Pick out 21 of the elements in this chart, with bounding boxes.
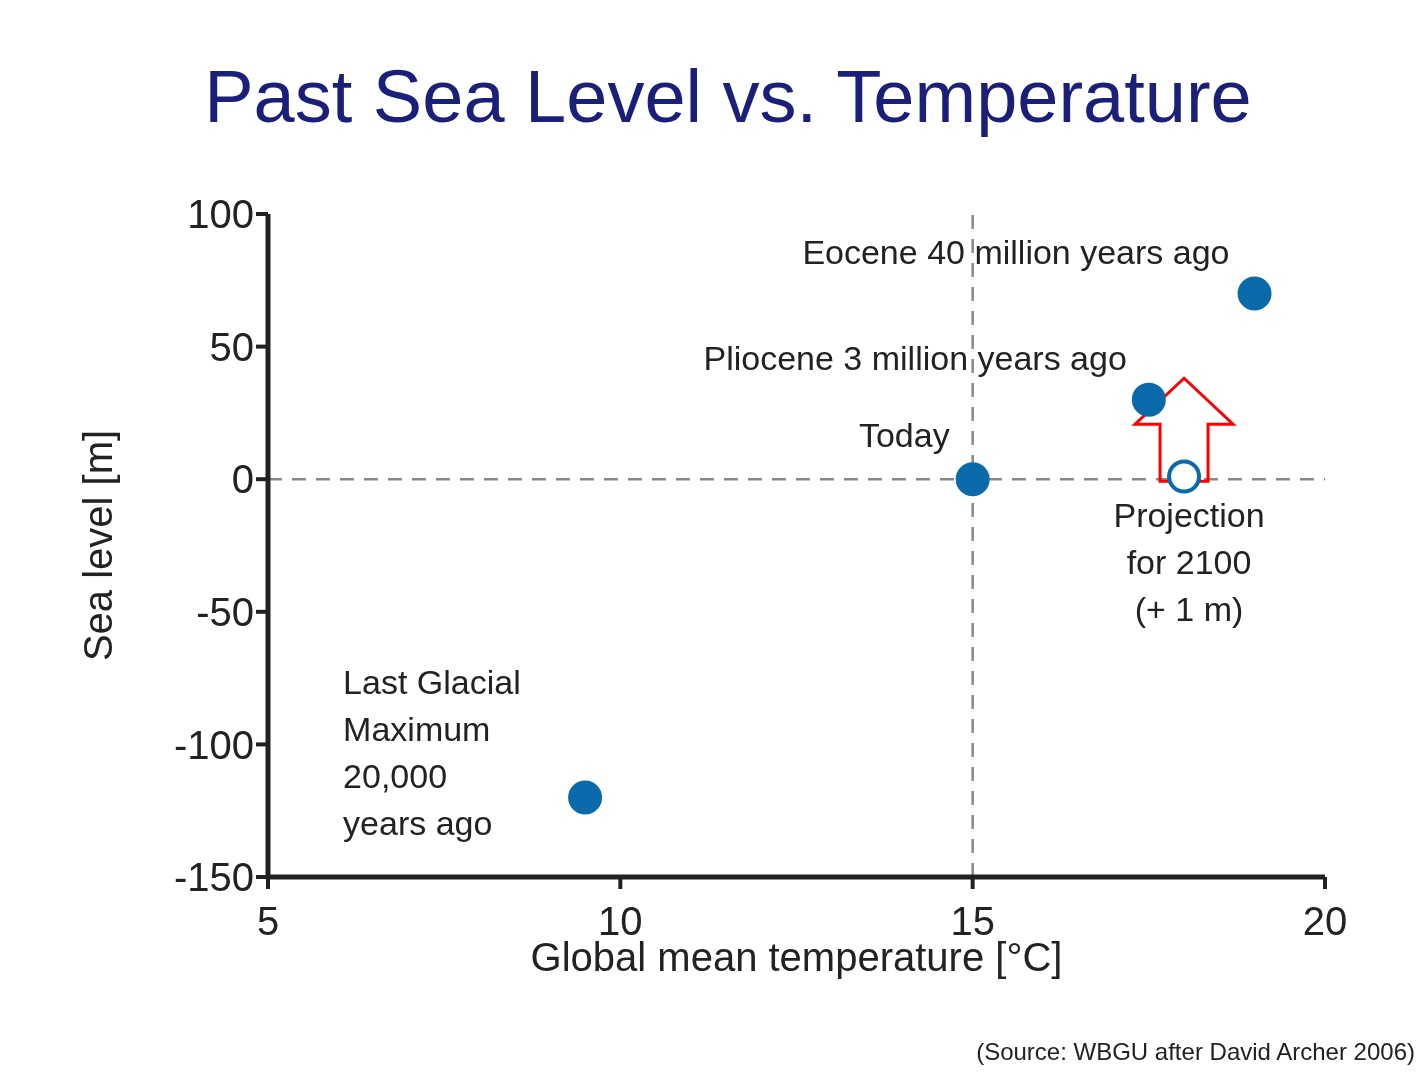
y-tick-label: -150 <box>173 855 254 900</box>
annotation: Projection for 2100 (+ 1 m) <box>1113 495 1265 628</box>
point <box>1167 459 1202 494</box>
point <box>955 462 990 497</box>
point <box>1131 382 1166 417</box>
annotation: Pliocene 3 million years ago <box>703 338 1127 377</box>
point <box>1237 276 1272 311</box>
y-tick-label: 0 <box>231 457 254 502</box>
y-tick-label: 100 <box>187 192 254 237</box>
y-axis-title: Sea level [m] <box>76 429 121 662</box>
y-tick-label: -100 <box>173 722 254 767</box>
annotation: Last Glacial Maximum 20,000 years ago <box>343 663 521 843</box>
chart-title: Past Sea Level vs. Temperature <box>203 54 1253 139</box>
x-tick-label: 20 <box>1302 899 1348 944</box>
y-tick-label: 50 <box>209 324 254 369</box>
x-tick-label: 5 <box>256 899 280 944</box>
text: (Source: WBGU after David Archer 2006) <box>976 1038 1415 1066</box>
y-tick-label: -50 <box>196 590 254 634</box>
annotation: Today <box>858 416 950 455</box>
point <box>568 780 603 815</box>
annotation: Eocene 40 million years ago <box>802 232 1230 271</box>
